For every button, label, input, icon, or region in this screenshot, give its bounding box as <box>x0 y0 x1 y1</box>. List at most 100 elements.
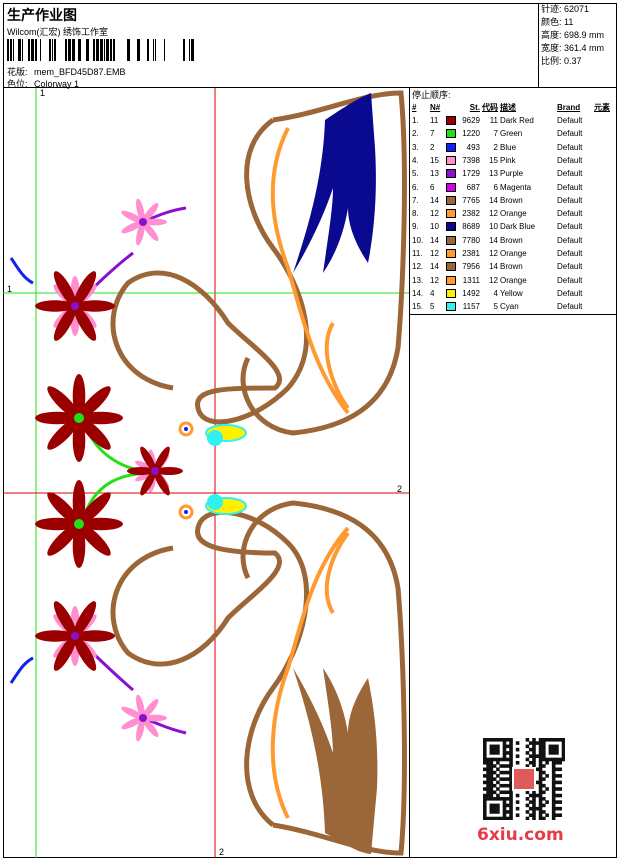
row-stitches: 2381 <box>462 249 480 258</box>
row-desc: Brown <box>500 195 523 205</box>
row-seq: 7. <box>412 195 419 205</box>
table-row: 9. 10 8689 10 Dark Blue Default <box>410 220 617 233</box>
row-code: 2 <box>493 142 498 152</box>
row-desc: Orange <box>500 275 527 285</box>
qr-code-icon <box>483 738 565 820</box>
row-needle: 5 <box>430 302 435 312</box>
row-stitches: 8689 <box>462 222 480 232</box>
table-row: 4. 15 7398 15 Pink Default <box>410 154 617 167</box>
color-swatch <box>446 235 456 245</box>
row-needle: 14 <box>430 195 439 205</box>
table-row: 10. 14 7780 14 Brown Default <box>410 234 617 247</box>
row-seq: 2. <box>412 129 419 139</box>
row-stitches: 2382 <box>462 209 480 219</box>
row-needle: 12 <box>430 249 439 258</box>
color-swatch <box>446 209 456 219</box>
company-name: Wilcom(汇宏) 绣饰工作室 <box>7 27 108 37</box>
stat-height: 高度: 698.9 mm <box>541 30 605 40</box>
stats-panel: 针迹: 62071 颜色: 11 高度: 698.9 mm 宽度: 361.4 … <box>539 3 617 88</box>
header-code: 代码 <box>482 103 498 112</box>
row-brand: Default <box>557 155 583 165</box>
row-seq: 11. <box>412 249 423 258</box>
row-code: 12 <box>489 249 498 258</box>
colorway-label: 色位: <box>7 79 28 89</box>
row-desc: Brown <box>500 262 523 272</box>
row-code: 11 <box>489 116 498 125</box>
row-seq: 12. <box>412 262 424 272</box>
table-row: 14. 4 1492 4 Yellow Default <box>410 287 617 300</box>
table-row: 8. 12 2382 12 Orange Default <box>410 207 617 220</box>
color-swatch <box>446 129 456 139</box>
row-desc: Purple <box>500 169 524 179</box>
row-desc: Dark Red <box>500 116 534 125</box>
row-brand: Default <box>557 195 583 205</box>
row-brand: Default <box>557 142 583 152</box>
color-swatch <box>446 155 456 165</box>
stop-sequence-title: 停止顺序: <box>412 90 451 100</box>
row-needle: 2 <box>430 142 435 152</box>
color-swatch <box>446 142 456 152</box>
row-seq: 1. <box>412 116 419 125</box>
marker-h2: 2 <box>397 484 403 494</box>
header-needle: N# <box>430 103 441 112</box>
stop-sequence-panel: 停止顺序: # N# St. 代码 描述 Brand 元素 1. 11 9629 11… <box>410 88 617 858</box>
row-brand: Default <box>557 209 583 219</box>
color-swatch <box>446 288 456 298</box>
page-frame <box>3 3 617 858</box>
marker-h1: 1 <box>7 284 13 294</box>
row-brand: Default <box>557 302 583 312</box>
row-desc: Dark Blue <box>500 222 536 232</box>
table-row: 1. 11 9629 11 Dark Red Default <box>410 114 617 127</box>
row-desc: Yellow <box>500 288 523 298</box>
row-needle: 10 <box>430 222 439 232</box>
color-swatch <box>446 169 456 179</box>
row-desc: Green <box>500 129 523 139</box>
row-stitches: 1157 <box>462 302 480 312</box>
marker-v1: 1 <box>40 88 46 98</box>
row-seq: 14. <box>412 288 424 298</box>
table-row: 13. 12 1311 12 Orange Default <box>410 274 617 287</box>
row-needle: 14 <box>430 235 439 245</box>
color-swatch <box>446 116 456 125</box>
row-stitches: 493 <box>466 142 480 152</box>
row-stitches: 1311 <box>462 275 480 285</box>
lower-swan-icon <box>110 494 407 856</box>
colorway-value: Colorway 1 <box>34 79 80 89</box>
row-stitches: 9629 <box>462 116 480 125</box>
design-canvas: 1 1 2 2 <box>3 88 410 858</box>
row-needle: 7 <box>430 129 435 139</box>
row-code: 15 <box>489 155 498 165</box>
header-brand: Brand <box>557 103 581 112</box>
stop-sequence-header: # N# St. 代码 描述 Brand 元素 <box>410 101 617 114</box>
header-stitches: St. <box>469 103 480 112</box>
color-swatch <box>446 262 456 272</box>
row-code: 12 <box>489 275 498 285</box>
row-needle: 15 <box>430 155 439 165</box>
row-seq: 5. <box>412 169 419 179</box>
row-code: 14 <box>489 195 498 205</box>
page-title: 生产作业图 <box>7 7 77 23</box>
row-brand: Default <box>557 249 583 258</box>
color-swatch <box>446 302 456 312</box>
row-brand: Default <box>557 262 583 272</box>
table-row: 3. 2 493 2 Blue Default <box>410 141 617 154</box>
colorway-line: 色位: Colorway 1 <box>7 77 79 90</box>
color-swatch <box>446 275 456 285</box>
row-code: 10 <box>489 222 498 232</box>
upper-swan-icon <box>110 90 407 446</box>
row-seq: 6. <box>412 182 419 192</box>
row-code: 5 <box>493 302 498 312</box>
flower-branch-icon <box>9 198 187 742</box>
color-swatch <box>446 195 456 205</box>
marker-v2: 2 <box>219 847 225 857</box>
row-code: 14 <box>489 262 498 272</box>
row-stitches: 687 <box>466 182 480 192</box>
row-needle: 6 <box>430 182 435 192</box>
watermark-logo: 6xiu.com <box>477 825 564 845</box>
color-swatch <box>446 182 456 192</box>
row-code: 7 <box>493 129 498 139</box>
stat-scale: 比例: 0.37 <box>541 56 582 66</box>
row-brand: Default <box>557 222 583 232</box>
row-stitches: 7398 <box>462 155 480 165</box>
row-seq: 3. <box>412 142 419 152</box>
